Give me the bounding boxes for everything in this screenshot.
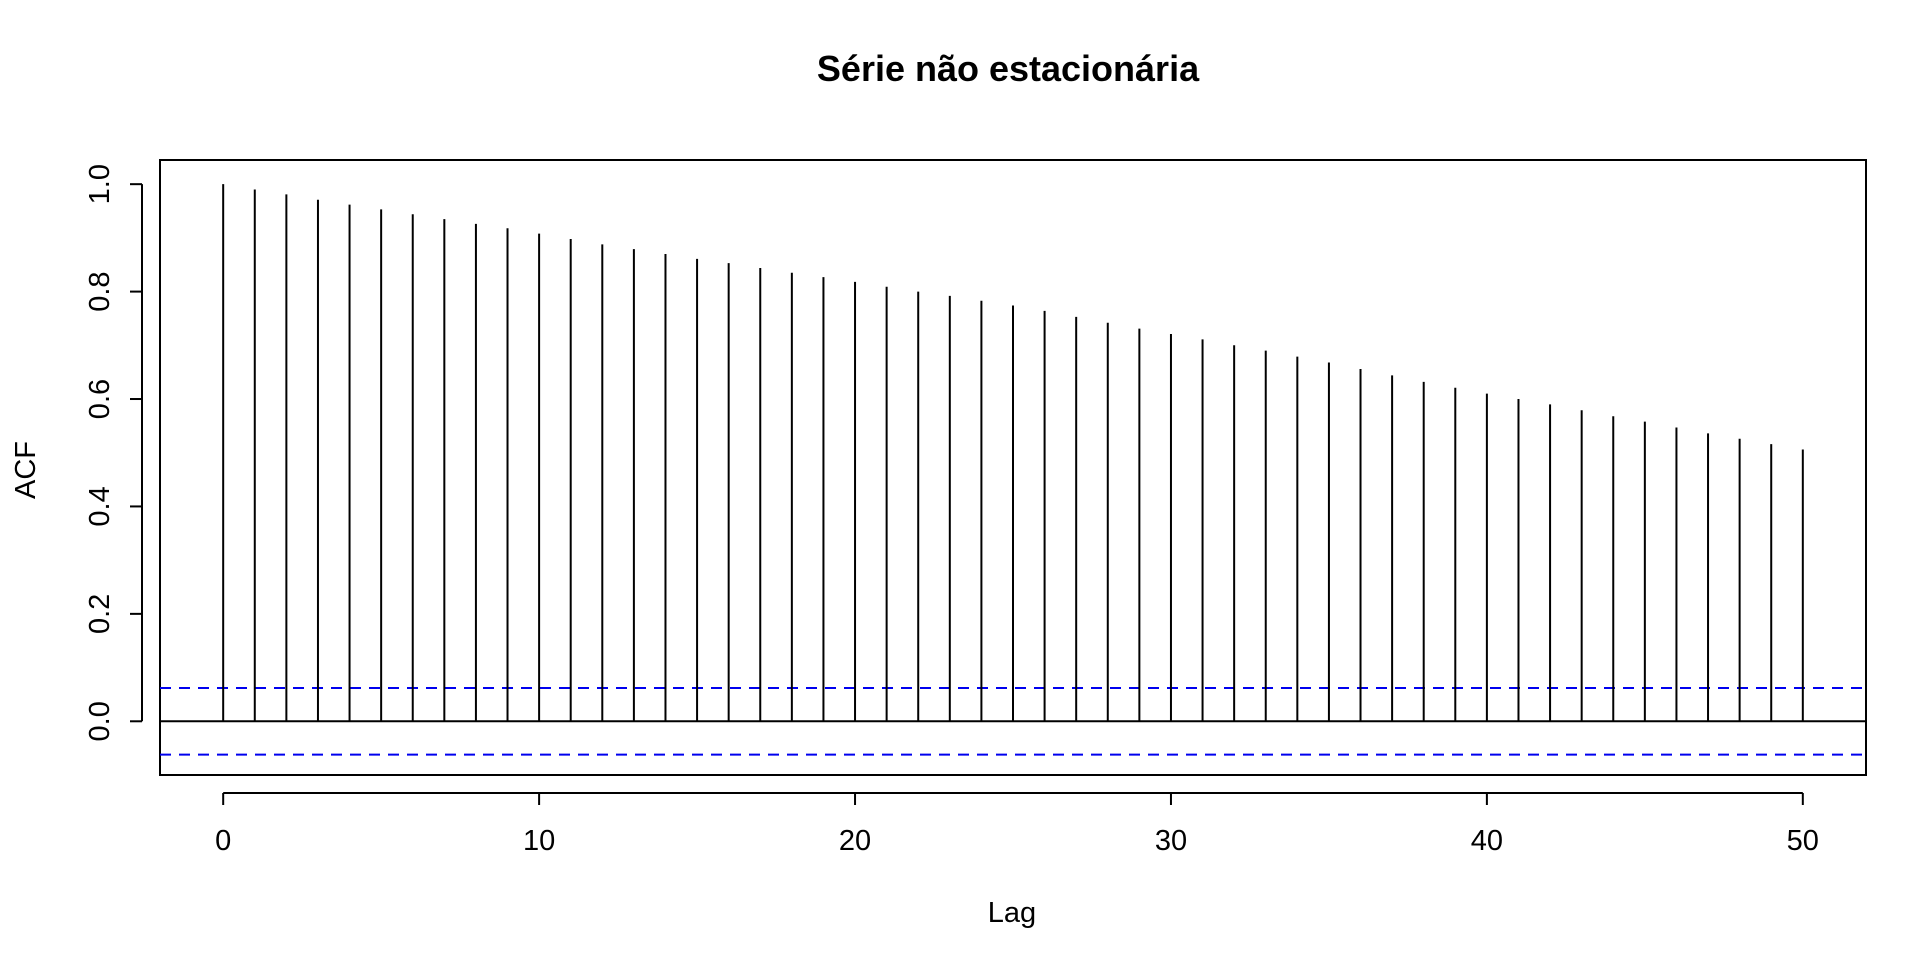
plot-area: 0 10 20 30 40 50 0.0 0.2 0.4 0.6 0.8 1.0 [84, 159, 1867, 857]
y-tick-label-4: 0.8 [84, 271, 116, 311]
x-tick-label-30: 30 [1155, 825, 1187, 857]
x-axis-label: Lag [988, 897, 1036, 929]
x-tick-label-20: 20 [839, 825, 871, 857]
y-tick-label-0: 0.0 [84, 701, 116, 741]
chart-title: Série não estacionária [817, 48, 1200, 89]
y-axis-label: ACF [10, 441, 42, 499]
y-tick-label-1: 0.2 [84, 594, 116, 634]
y-tick-label-5: 1.0 [84, 164, 116, 204]
x-tick-label-0: 0 [215, 825, 231, 857]
y-tick-label-3: 0.6 [84, 379, 116, 419]
x-tick-label-40: 40 [1471, 825, 1503, 857]
x-tick-label-50: 50 [1787, 825, 1819, 857]
x-tick-label-10: 10 [523, 825, 555, 857]
plot-frame [159, 159, 1867, 776]
y-tick-label-2: 0.4 [84, 486, 116, 526]
